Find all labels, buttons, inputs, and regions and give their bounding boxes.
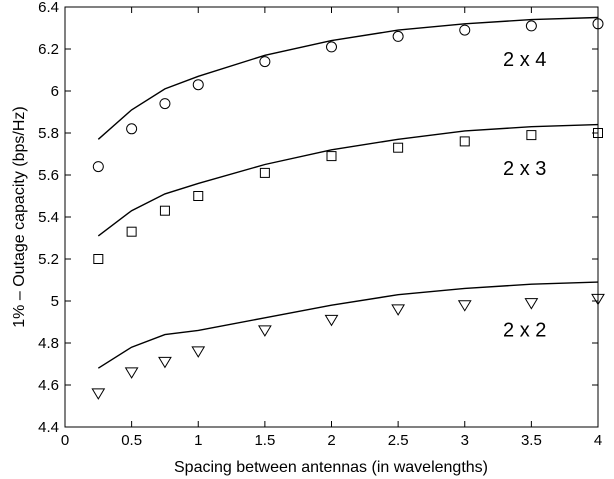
data-point-square xyxy=(93,254,104,264)
data-point-square xyxy=(159,205,170,216)
y-tick-label: 4.8 xyxy=(38,335,59,352)
data-point-circle xyxy=(126,123,138,135)
series-triangle-down xyxy=(91,281,605,400)
data-point-square xyxy=(193,191,204,201)
x-tick-label: 3 xyxy=(461,432,469,449)
data-point-circle xyxy=(592,18,604,30)
series-circle xyxy=(92,16,604,173)
x-tick-label: 1 xyxy=(194,432,202,449)
data-point-triangle xyxy=(324,314,339,327)
data-point-triangle xyxy=(91,388,106,400)
series-line xyxy=(97,123,599,237)
data-point-square xyxy=(593,128,603,138)
y-tick-label: 6 xyxy=(51,83,59,100)
y-axis-ticks: 4.4 4.6 4.8 5 5.2 5.4 5.6 5.8 6 6.2 6.4 xyxy=(38,0,598,436)
data-point-square xyxy=(459,136,470,147)
data-point-square xyxy=(393,142,404,153)
series-square xyxy=(93,123,603,264)
data-point-circle xyxy=(459,24,471,36)
data-point-triangle xyxy=(457,300,472,312)
x-tick-label: 2.5 xyxy=(388,432,409,449)
data-point-circle xyxy=(326,41,337,53)
series-line xyxy=(97,16,599,140)
x-axis-ticks: 0 0.5 1 1.5 2 2.5 3 3.5 4 xyxy=(61,7,602,449)
x-tick-label: 4 xyxy=(594,432,602,449)
y-tick-label: 5.2 xyxy=(38,251,59,268)
data-point-triangle xyxy=(257,325,272,337)
data-point-circle xyxy=(525,20,537,32)
data-point-square xyxy=(326,151,337,162)
y-tick-label: 5.8 xyxy=(38,125,59,142)
data-point-circle xyxy=(392,30,404,42)
data-point-square xyxy=(259,167,270,178)
series-label: 2 x 4 xyxy=(503,49,546,71)
series-labels: 2 x 4 2 x 3 2 x 2 xyxy=(503,49,546,342)
data-point-triangle xyxy=(124,367,139,379)
y-tick-label: 5.4 xyxy=(38,209,59,226)
x-tick-label: 3.5 xyxy=(521,432,542,449)
data-point-triangle xyxy=(391,304,406,316)
series-layer xyxy=(91,16,605,400)
data-point-triangle xyxy=(524,298,539,310)
y-tick-label: 6.4 xyxy=(38,0,59,16)
series-label: 2 x 3 xyxy=(503,158,546,180)
series-label: 2 x 2 xyxy=(503,320,546,342)
x-tick-label: 2 xyxy=(327,432,335,449)
data-point-circle xyxy=(92,161,104,173)
data-point-square xyxy=(526,130,537,141)
data-point-square xyxy=(126,226,137,237)
y-tick-label: 5 xyxy=(51,293,59,310)
data-point-circle xyxy=(159,98,171,110)
data-point-triangle xyxy=(191,346,206,358)
data-point-triangle xyxy=(158,356,172,369)
data-point-circle xyxy=(192,79,204,91)
x-axis-label: Spacing between antennas (in wavelengths… xyxy=(174,459,488,476)
y-tick-label: 5.6 xyxy=(38,167,59,184)
y-tick-label: 4.6 xyxy=(38,377,59,394)
series-line xyxy=(97,281,599,369)
x-tick-label: 0.5 xyxy=(121,432,142,449)
x-tick-label: 0 xyxy=(61,432,69,449)
y-tick-label: 4.4 xyxy=(38,419,59,436)
data-point-triangle xyxy=(591,293,605,306)
x-tick-label: 1.5 xyxy=(254,432,275,449)
y-tick-label: 6.2 xyxy=(38,41,59,58)
data-point-circle xyxy=(259,56,271,68)
y-axis-label: 1% – Outage capacity (bps/Hz) xyxy=(11,106,28,327)
